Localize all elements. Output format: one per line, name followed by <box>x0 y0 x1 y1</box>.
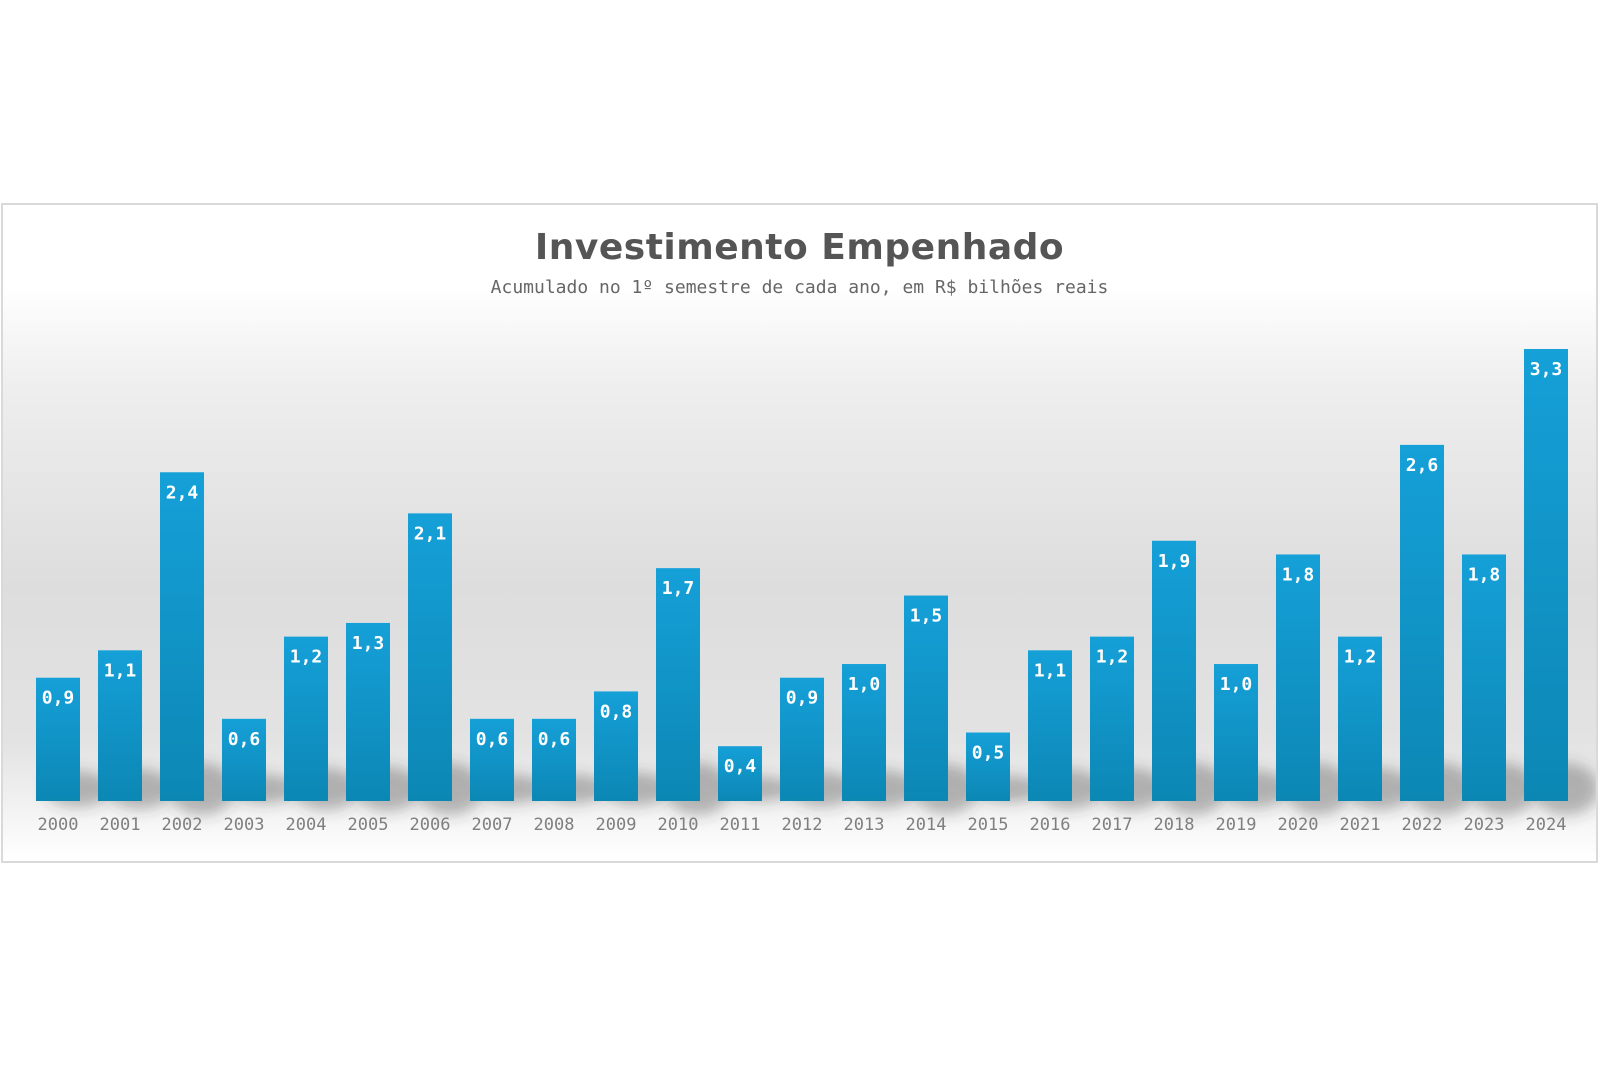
x-tick-2004: 2004 <box>286 815 327 835</box>
x-tick-2006: 2006 <box>410 815 451 835</box>
x-tick-2010: 2010 <box>658 815 699 835</box>
bar-2003 <box>222 718 266 801</box>
data-label-2008: 0,6 <box>538 729 571 750</box>
data-label-2020: 1,8 <box>1282 564 1315 585</box>
data-label-2002: 2,4 <box>166 482 199 503</box>
x-tick-2012: 2012 <box>782 815 823 835</box>
x-tick-2008: 2008 <box>534 815 575 835</box>
x-tick-2016: 2016 <box>1030 815 1071 835</box>
data-label-2009: 0,8 <box>600 701 633 722</box>
data-label-2003: 0,6 <box>228 729 261 750</box>
bar-2010 <box>656 568 700 801</box>
data-label-2019: 1,0 <box>1220 674 1253 695</box>
x-tick-2005: 2005 <box>348 815 389 835</box>
data-label-2004: 1,2 <box>290 647 323 668</box>
bar-chart: 0,9 1,1 2,4 0,6 1,2 1,3 2,1 0,6 0,6 0,8 1,7 0,4 0,9 1… <box>36 349 1596 835</box>
x-tick-2015: 2015 <box>968 815 1009 835</box>
bar-2016 <box>1028 650 1072 801</box>
data-label-2007: 0,6 <box>476 729 509 750</box>
bar-2014 <box>904 595 948 801</box>
x-tick-2021: 2021 <box>1340 815 1381 835</box>
bars <box>36 349 1568 801</box>
data-label-2006: 2,1 <box>414 523 447 544</box>
bar-2006 <box>408 513 452 801</box>
bar-2009 <box>594 691 638 801</box>
bar-2007 <box>470 718 514 801</box>
bar-2005 <box>346 622 390 801</box>
bar-2022 <box>1400 444 1444 801</box>
data-labels: 0,9 1,1 2,4 0,6 1,2 1,3 2,1 0,6 0,6 0,8 1,7 0,4 0,9 1… <box>42 359 1563 777</box>
bar-2004 <box>284 636 328 801</box>
data-label-2010: 1,7 <box>662 578 695 599</box>
x-tick-2024: 2024 <box>1526 815 1567 835</box>
bar-2018 <box>1152 540 1196 801</box>
data-label-2021: 1,2 <box>1344 647 1377 668</box>
x-tick-2014: 2014 <box>906 815 947 835</box>
data-label-2005: 1,3 <box>352 633 385 654</box>
bar-2021 <box>1338 636 1382 801</box>
data-label-2013: 1,0 <box>848 674 881 695</box>
bar-2008 <box>532 718 576 801</box>
chart-panel: Investimento Empenhado Acumulado no 1º s… <box>1 203 1598 863</box>
bar-2013 <box>842 664 886 801</box>
bar-2019 <box>1214 664 1258 801</box>
x-tick-2001: 2001 <box>100 815 141 835</box>
x-tick-2003: 2003 <box>224 815 265 835</box>
bar-2012 <box>780 677 824 801</box>
x-tick-2019: 2019 <box>1216 815 1257 835</box>
chart-subtitle: Acumulado no 1º semestre de cada ano, em… <box>490 277 1109 298</box>
data-label-2016: 1,1 <box>1034 660 1067 681</box>
data-label-2018: 1,9 <box>1158 551 1191 572</box>
x-tick-2000: 2000 <box>38 815 79 835</box>
x-tick-2013: 2013 <box>844 815 885 835</box>
bar-2001 <box>98 650 142 801</box>
x-tick-2023: 2023 <box>1464 815 1505 835</box>
chart-title: Investimento Empenhado <box>534 227 1065 268</box>
x-tick-2002: 2002 <box>162 815 203 835</box>
x-tick-2018: 2018 <box>1154 815 1195 835</box>
bar-2015 <box>966 732 1010 801</box>
bar-2024 <box>1524 349 1568 801</box>
x-tick-2011: 2011 <box>720 815 761 835</box>
data-label-2000: 0,9 <box>42 688 75 709</box>
x-axis-ticks: 2000 2001 2002 2003 2004 2005 2006 2007 2008 2009… <box>38 815 1567 835</box>
bar-2011 <box>718 746 762 801</box>
x-tick-2007: 2007 <box>472 815 513 835</box>
bar-2023 <box>1462 554 1506 801</box>
x-tick-2017: 2017 <box>1092 815 1133 835</box>
data-label-2023: 1,8 <box>1468 564 1501 585</box>
data-label-2012: 0,9 <box>786 688 819 709</box>
bar-2017 <box>1090 636 1134 801</box>
data-label-2022: 2,6 <box>1406 455 1439 476</box>
x-tick-2020: 2020 <box>1278 815 1319 835</box>
data-label-2024: 3,3 <box>1530 359 1563 380</box>
data-label-2015: 0,5 <box>972 743 1005 764</box>
x-tick-2022: 2022 <box>1402 815 1443 835</box>
x-tick-2009: 2009 <box>596 815 637 835</box>
data-label-2017: 1,2 <box>1096 647 1129 668</box>
bar-2000 <box>36 677 80 801</box>
data-label-2011: 0,4 <box>724 756 757 777</box>
bar-2002 <box>160 472 204 801</box>
data-label-2014: 1,5 <box>910 606 943 627</box>
data-label-2001: 1,1 <box>104 660 137 681</box>
bar-2020 <box>1276 554 1320 801</box>
